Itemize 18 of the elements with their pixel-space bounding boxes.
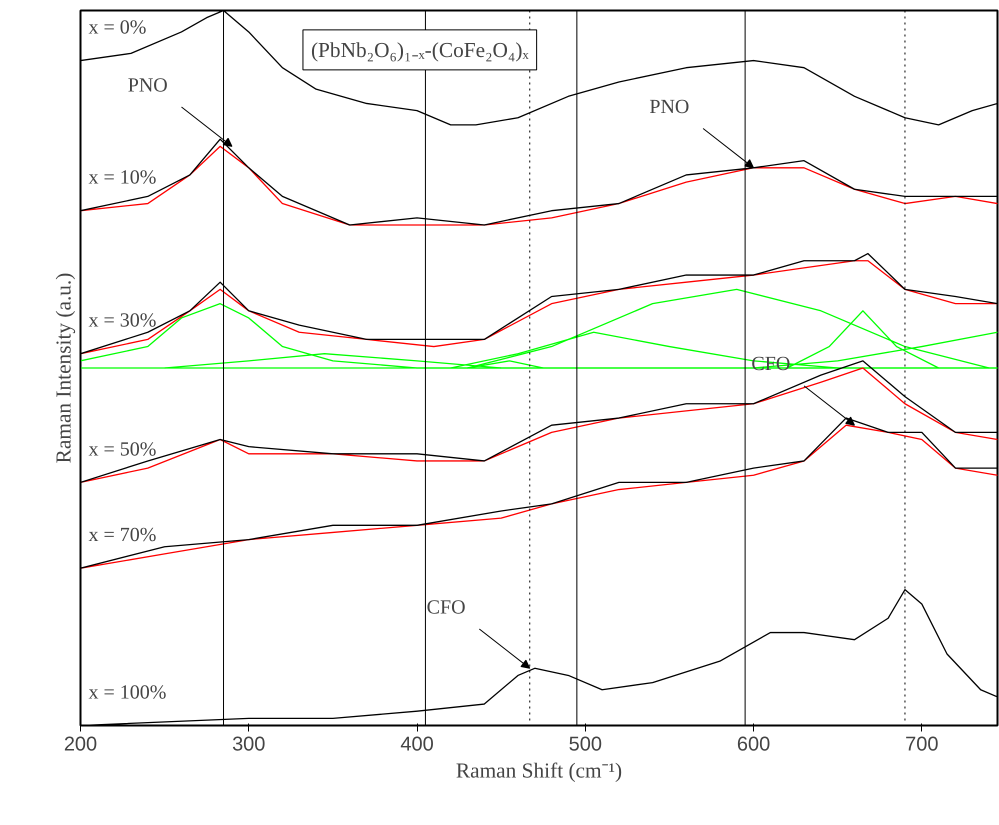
y-axis-title: Raman Intensity (a.u.) [52, 272, 76, 464]
x-tick-label: 200 [64, 734, 98, 756]
series-label: x = 100% [88, 682, 166, 704]
x-tick-label: 400 [400, 734, 434, 756]
series-label: x = 50% [88, 438, 156, 460]
text: (PbNb₂O₆)₁₋ₓ-(CoFe₂O₄)ₓ [310, 38, 530, 62]
series-label: x = 0% [88, 16, 146, 39]
x-tick-label: 300 [232, 734, 266, 756]
x-tick-label: 500 [568, 734, 602, 756]
x-tick-label: 700 [905, 734, 938, 756]
annotation: PNO [128, 74, 168, 96]
series-label: x = 30% [88, 310, 156, 332]
annotation: CFO [426, 596, 466, 618]
series-label: x = 70% [88, 524, 156, 546]
series-label: x = 10% [88, 166, 156, 189]
annotation: PNO [649, 96, 690, 118]
x-tick-label: 600 [736, 734, 770, 756]
x-axis-title: Raman Shift (cm⁻¹) [456, 758, 622, 782]
